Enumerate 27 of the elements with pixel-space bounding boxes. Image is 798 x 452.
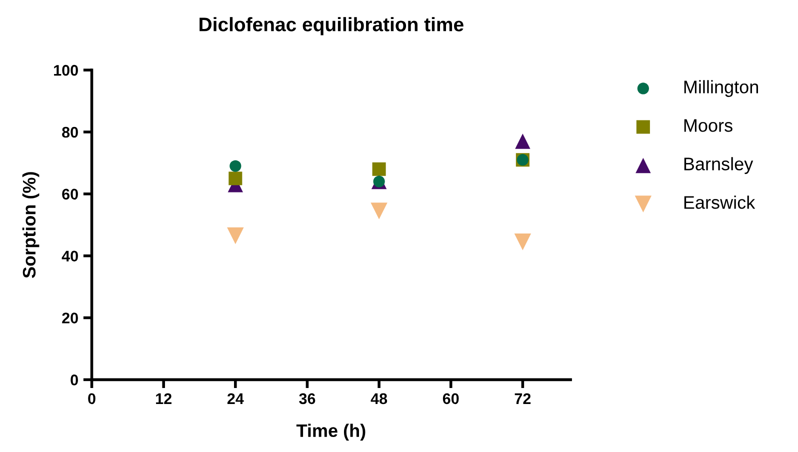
- legend-label: Earswick: [684, 196, 756, 209]
- point: [514, 234, 532, 250]
- x-tick-label: 48: [370, 393, 388, 404]
- legend-label: Millington: [684, 80, 758, 97]
- y-tick-label: 20: [62, 312, 78, 324]
- x-tick-label: 36: [299, 393, 316, 404]
- point: [515, 134, 530, 149]
- x-tick-label: 72: [514, 393, 531, 404]
- x-tick-label: 12: [156, 393, 172, 404]
- chart-title: Diclofenac equilibration time: [200, 17, 464, 36]
- legend-label: Barnsley: [684, 157, 754, 174]
- y-tick-label: 0: [70, 374, 78, 386]
- point: [230, 160, 242, 172]
- y-axis-title: Sorption (%): [22, 172, 40, 278]
- x-tick-label: 0: [88, 393, 96, 404]
- y-tick-label: 100: [54, 64, 78, 76]
- x-tick-label: 24: [227, 393, 244, 404]
- y-tick-label: 40: [62, 250, 78, 262]
- x-axis-title: Time (h): [296, 424, 366, 441]
- point: [228, 172, 242, 186]
- y-tick-label: 80: [62, 126, 78, 138]
- point: [370, 202, 388, 220]
- x-tick-label: 60: [442, 393, 459, 404]
- point: [372, 162, 386, 176]
- y-tick-label: 60: [62, 188, 78, 200]
- legend-label: Moors: [684, 119, 732, 132]
- point: [227, 227, 244, 244]
